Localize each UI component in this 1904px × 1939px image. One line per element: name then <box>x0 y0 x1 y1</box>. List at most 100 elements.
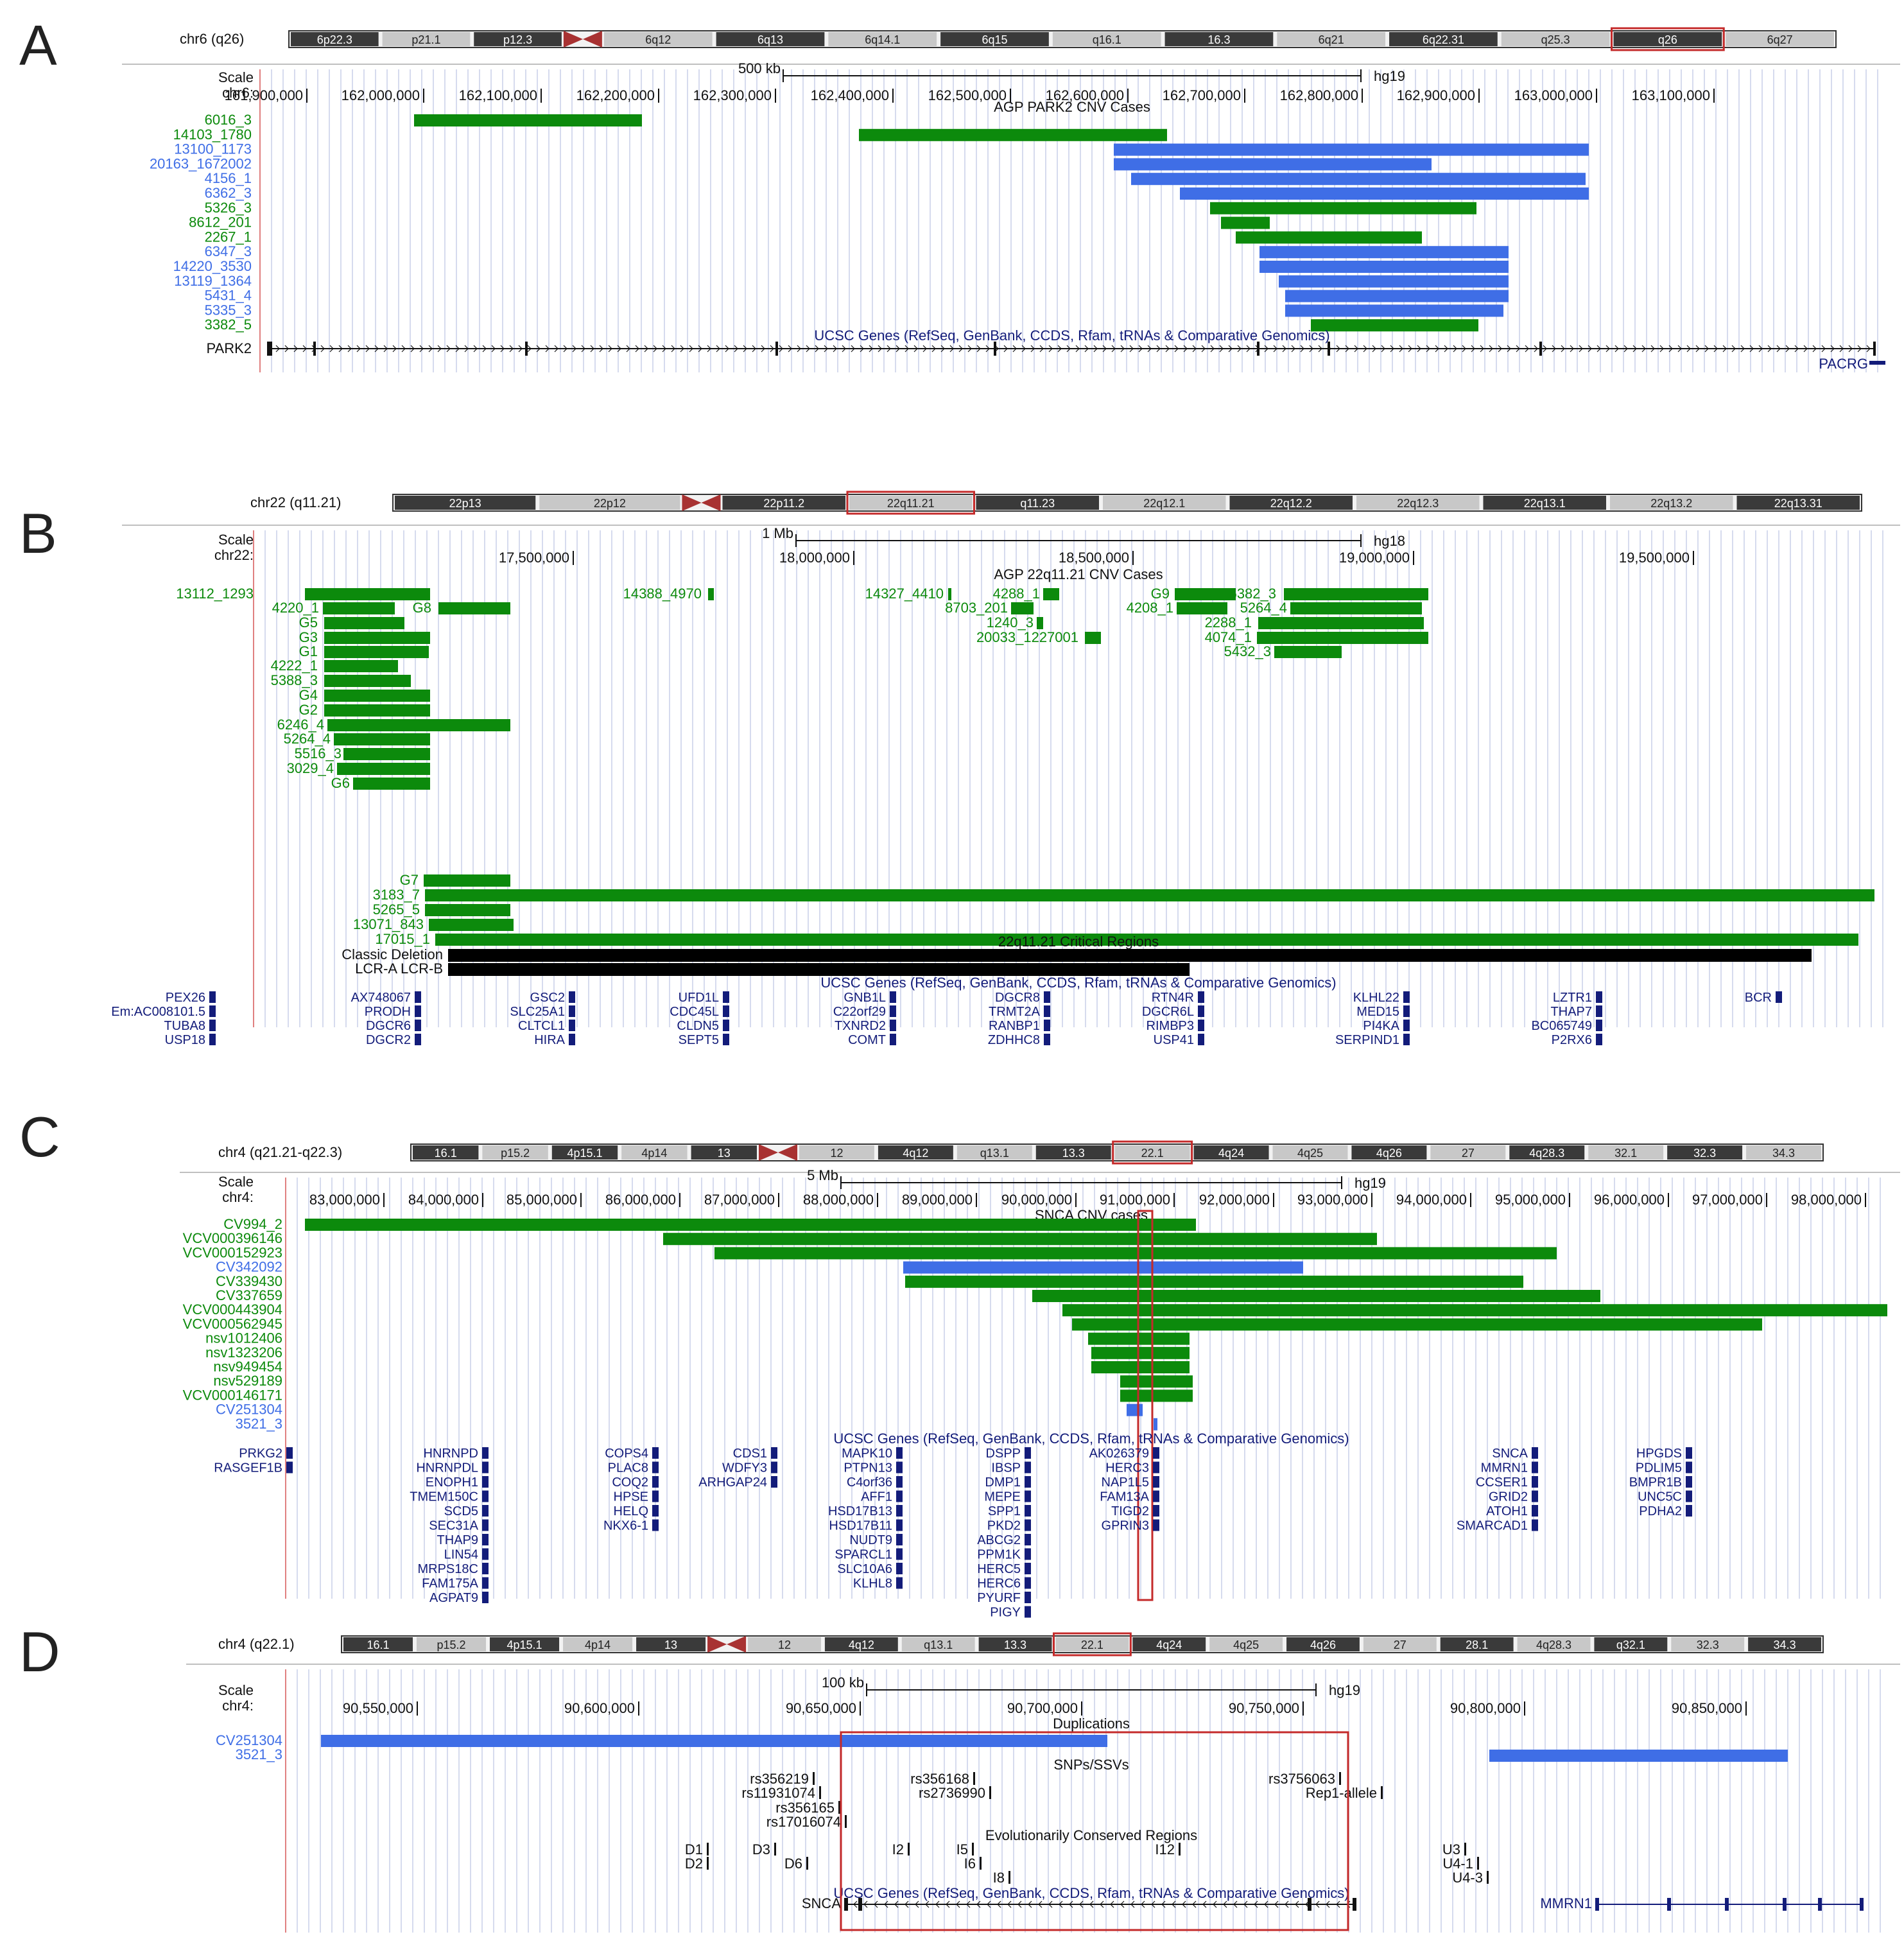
gene-strand-arrow <box>815 345 819 352</box>
cnv-bar <box>1285 290 1509 302</box>
ruler-tick-label: 162,000,000 <box>342 87 420 103</box>
track-name: 8612_201 <box>189 214 252 230</box>
cytoband <box>482 1145 548 1160</box>
gene-label: GNB1L <box>844 991 886 1005</box>
gene-model <box>723 1005 729 1017</box>
gene-strand-arrow <box>1408 345 1412 352</box>
gene-strand-arrow <box>446 345 451 352</box>
cnv-bar <box>1131 173 1586 186</box>
gene-label: HPGDS <box>1636 1447 1682 1461</box>
gene-strand-arrow <box>608 345 612 352</box>
gene-label: HNRNPDL <box>416 1461 478 1475</box>
gene-strand-arrow <box>1597 345 1601 352</box>
cnv-bar <box>1062 1304 1887 1317</box>
cytoband <box>382 32 471 46</box>
cytoband-label: 6q27 <box>1767 33 1793 46</box>
gene-label: PLAC8 <box>608 1461 648 1475</box>
gene-label: USP41 <box>1154 1033 1194 1047</box>
cnv-bar <box>1284 588 1428 600</box>
gene-strand-arrow <box>392 345 397 352</box>
gene-strand-arrow <box>1100 1900 1104 1908</box>
gene-strand-arrow <box>1182 1900 1186 1908</box>
assembly-label: hg18 <box>1374 533 1405 549</box>
cytoband <box>343 1637 413 1651</box>
gene-strand-arrow <box>853 1900 858 1908</box>
gene-strand-arrow <box>1172 1900 1176 1908</box>
cytoband <box>291 32 379 46</box>
track-name: 4074_1 <box>1205 629 1252 645</box>
gene-label: SERPIND1 <box>1335 1033 1399 1047</box>
track-name: nsv949454 <box>213 1359 282 1375</box>
cytoband <box>1052 32 1161 46</box>
gene-model <box>1686 1461 1692 1474</box>
track-name: G8 <box>413 600 431 616</box>
gene-strand-arrow <box>1345 345 1349 352</box>
gene-model <box>569 1034 575 1045</box>
gene-strand-arrow <box>1048 1900 1053 1908</box>
gene-model <box>890 1005 896 1017</box>
cytoband <box>1132 1637 1206 1651</box>
gene-strand-arrow <box>1803 345 1808 352</box>
track-name: nsv1323206 <box>205 1344 282 1361</box>
gene-strand-arrow <box>1274 1900 1279 1908</box>
gene-strand-arrow <box>967 345 972 352</box>
gene-label: USP18 <box>165 1033 205 1047</box>
cytoband-label: 22q12.2 <box>1270 497 1312 510</box>
gene-strand-arrow <box>1202 1900 1207 1908</box>
genes-track-title: UCSC Genes (RefSeq, GenBank, CCDS, Rfam,… <box>833 1430 1349 1447</box>
scale-bar-label: 5 Mb <box>807 1167 838 1183</box>
gene-model <box>1025 1490 1031 1502</box>
gene-strand-arrow <box>671 345 675 352</box>
cnv-bar <box>334 733 430 745</box>
gene-strand-arrow <box>1471 345 1475 352</box>
gene-strand-arrow <box>1462 345 1466 352</box>
gene-label: MEPE <box>984 1490 1021 1504</box>
gene-label: SPARCL1 <box>835 1548 892 1562</box>
gene-label: SCD5 <box>444 1504 478 1518</box>
exon <box>994 342 996 356</box>
track-name: VCV000396146 <box>183 1230 282 1246</box>
track-name: 8703_201 <box>945 600 1008 616</box>
exon <box>270 342 272 356</box>
gene-strand-arrow <box>1731 345 1736 352</box>
gene-strand-arrow <box>1453 345 1457 352</box>
gene-strand-arrow <box>1111 345 1116 352</box>
gene-strand-arrow <box>869 345 873 352</box>
exon <box>1873 342 1876 356</box>
track-name: 4156_1 <box>205 170 252 186</box>
track-name: 13119_1364 <box>174 273 252 289</box>
gene-model <box>771 1461 777 1474</box>
exon <box>1860 1898 1864 1911</box>
gene-model <box>896 1577 903 1589</box>
gene-strand-arrow <box>833 345 837 352</box>
gene-model <box>1532 1447 1538 1459</box>
genome-browser-b: chr22 (q11.21) 22p13 22p12 22p11.2 22q11.21 q… <box>111 491 1900 1047</box>
gene-model <box>890 1034 896 1045</box>
gene-label: LZTR1 <box>1553 991 1592 1005</box>
cnv-bar <box>1221 216 1270 229</box>
gene-label: AK026379 <box>1089 1447 1149 1461</box>
gene-strand-arrow <box>1039 345 1044 352</box>
ruler-tick-label: 97,000,000 <box>1692 1192 1763 1208</box>
centromere <box>707 1636 747 1653</box>
exon <box>1783 1898 1787 1911</box>
gene-strand-arrow <box>500 345 505 352</box>
track-name: 3183_7 <box>373 887 420 903</box>
ruler-tick-label: 87,000,000 <box>704 1192 775 1208</box>
gene-model <box>896 1519 903 1531</box>
gene-label: HERC5 <box>977 1562 1021 1576</box>
gene-label: PKD2 <box>987 1519 1021 1533</box>
gene-label: MRPS18C <box>418 1562 478 1576</box>
cnv-bar <box>1043 588 1059 600</box>
gene-label: DGCR6 <box>366 1019 411 1033</box>
ecr-track-title: Evolutionarily Conserved Regions <box>985 1827 1197 1843</box>
gene-model <box>415 1034 421 1045</box>
gene-label: NAP1L5 <box>1102 1475 1150 1490</box>
exon <box>1353 1898 1356 1911</box>
exon <box>1308 1898 1311 1911</box>
cytoband <box>1671 1637 1745 1651</box>
track-name: 6347_3 <box>205 243 252 259</box>
cnv-bar <box>353 778 430 790</box>
track-name: 5432_3 <box>1224 643 1271 659</box>
gene-model <box>1025 1534 1031 1545</box>
